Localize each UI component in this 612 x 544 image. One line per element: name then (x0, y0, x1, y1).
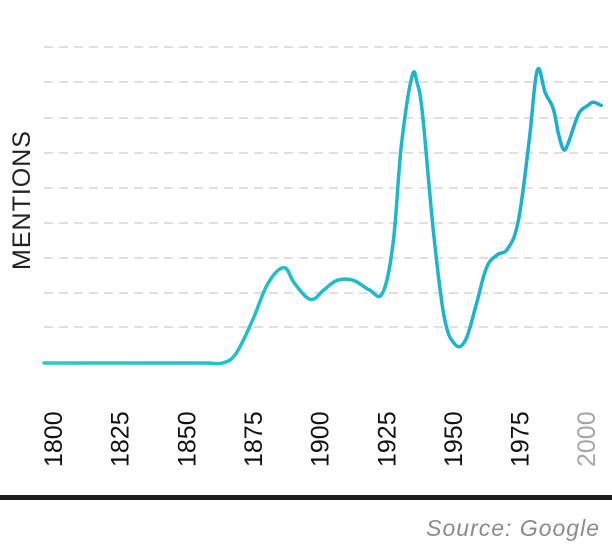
bottom-axis-bar (0, 495, 612, 500)
series-line (42, 66, 603, 366)
x-tick-label: 1850 (173, 411, 201, 467)
x-tick-label: 2000 (573, 411, 601, 467)
gridlines (44, 46, 612, 328)
x-tick-label: 1975 (507, 411, 535, 467)
x-tick-labels: 1800 1825 1850 1875 1900 1925 1950 1975 2000 (40, 411, 601, 467)
x-tick-label: 1800 (40, 411, 68, 467)
source-note: Source: Google (426, 515, 600, 541)
y-axis-label: MENTIONS (8, 130, 36, 270)
x-tick-label: 1900 (307, 411, 335, 467)
x-tick-label: 1875 (240, 411, 268, 467)
x-tick-label: 1950 (440, 411, 468, 467)
x-tick-label: 1925 (373, 411, 401, 467)
x-tick-label: 1825 (107, 411, 135, 467)
